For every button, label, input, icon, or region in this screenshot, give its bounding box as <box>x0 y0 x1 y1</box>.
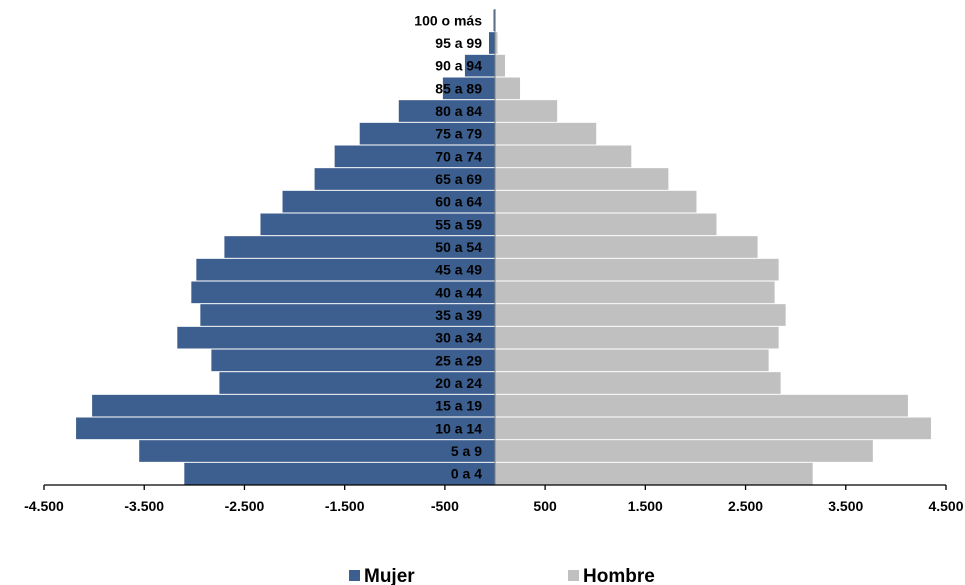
bar-hombre-10-a-14 <box>495 417 931 440</box>
bars-layer <box>76 9 931 485</box>
category-labels-layer: 0 a 4 5 a 9 10 a 14 15 a 19 20 a 24 25 a 29 30… <box>414 12 482 481</box>
legend-label-mujer: Mujer <box>364 566 415 585</box>
bar-mujer-60-a-64 <box>282 190 495 213</box>
category-label-25-a-29: 25 a 29 <box>435 352 482 368</box>
category-label-35-a-39: 35 a 39 <box>435 307 482 323</box>
bar-mujer-30-a-34 <box>177 326 496 349</box>
legend: Mujer Hombre <box>349 566 655 585</box>
x-tick-label: -4.500 <box>24 498 64 514</box>
x-tick-label: -3.500 <box>124 498 164 514</box>
bar-hombre-40-a-44 <box>495 281 775 304</box>
legend-swatch-hombre <box>568 570 579 581</box>
category-label-65-a-69: 65 a 69 <box>435 171 482 187</box>
bar-hombre-70-a-74 <box>495 145 632 168</box>
legend-item-mujer: Mujer <box>349 566 415 585</box>
bar-hombre-60-a-64 <box>495 190 697 213</box>
bar-mujer-5-a-9 <box>139 440 495 462</box>
legend-item-hombre: Hombre <box>568 566 655 585</box>
bar-hombre-80-a-84 <box>495 100 558 122</box>
x-tick-label: -1.500 <box>325 498 365 514</box>
bar-mujer-50-a-54 <box>224 236 495 258</box>
bar-mujer-55-a-59 <box>260 213 495 236</box>
category-label-40-a-44: 40 a 44 <box>435 284 482 300</box>
bar-mujer-10-a-14 <box>76 417 495 440</box>
category-label-85-a-89: 85 a 89 <box>435 80 482 96</box>
category-label-5-a-9: 5 a 9 <box>451 443 482 459</box>
category-label-15-a-19: 15 a 19 <box>435 398 482 414</box>
bar-hombre-50-a-54 <box>495 236 758 258</box>
bar-mujer-95-a-99 <box>488 32 495 54</box>
category-label-10-a-14: 10 a 14 <box>435 420 482 436</box>
x-axis: -4.500 -3.500 -2.500 -1.500 -500 500 1.500 2.50… <box>24 484 964 514</box>
bar-hombre-65-a-69 <box>495 168 669 190</box>
category-label-20-a-24: 20 a 24 <box>435 375 482 391</box>
x-tick-label: -500 <box>431 498 459 514</box>
bar-mujer-85-a-89 <box>442 77 495 100</box>
category-label-95-a-99: 95 a 99 <box>435 35 482 51</box>
bar-mujer-25-a-29 <box>211 349 495 372</box>
x-tick-label: 4.500 <box>928 498 963 514</box>
x-tick-label: 1.500 <box>628 498 663 514</box>
legend-label-hombre: Hombre <box>583 566 655 585</box>
bar-mujer-100-o-mas <box>493 9 495 32</box>
bar-hombre-5-a-9 <box>495 440 873 462</box>
category-label-55-a-59: 55 a 59 <box>435 216 482 232</box>
category-label-30-a-34: 30 a 34 <box>435 330 482 346</box>
x-tick-label: 500 <box>533 498 557 514</box>
category-label-50-a-54: 50 a 54 <box>435 239 482 255</box>
bar-hombre-20-a-24 <box>495 372 781 394</box>
bar-mujer-0-a-4 <box>184 462 495 485</box>
bar-hombre-90-a-94 <box>495 54 506 77</box>
bar-hombre-0-a-4 <box>495 462 813 485</box>
bar-mujer-45-a-49 <box>196 258 495 281</box>
bar-hombre-15-a-19 <box>495 394 908 417</box>
category-label-60-a-64: 60 a 64 <box>435 194 482 210</box>
bar-mujer-70-a-74 <box>334 145 495 168</box>
category-label-90-a-94: 90 a 94 <box>435 58 482 74</box>
bar-mujer-40-a-44 <box>191 281 495 304</box>
bar-mujer-65-a-69 <box>314 168 495 190</box>
bar-hombre-95-a-99 <box>495 32 498 54</box>
bar-mujer-20-a-24 <box>219 372 495 394</box>
bar-hombre-55-a-59 <box>495 213 717 236</box>
bar-mujer-80-a-84 <box>398 100 495 122</box>
category-label-45-a-49: 45 a 49 <box>435 262 482 278</box>
x-tick-label: 3.500 <box>828 498 863 514</box>
bar-hombre-25-a-29 <box>495 349 769 372</box>
bar-hombre-75-a-79 <box>495 122 597 145</box>
bar-hombre-85-a-89 <box>495 77 521 100</box>
bar-mujer-75-a-79 <box>359 122 495 145</box>
x-tick-label: -2.500 <box>225 498 265 514</box>
bar-mujer-15-a-19 <box>92 394 496 417</box>
legend-swatch-mujer <box>349 570 360 581</box>
x-tick-label: 2.500 <box>728 498 763 514</box>
category-label-100-o-mas: 100 o más <box>414 12 482 28</box>
category-label-75-a-79: 75 a 79 <box>435 126 482 142</box>
category-label-80-a-84: 80 a 84 <box>435 103 482 119</box>
bar-hombre-35-a-39 <box>495 304 786 326</box>
bar-mujer-90-a-94 <box>464 54 495 77</box>
bar-mujer-35-a-39 <box>200 304 495 326</box>
bar-hombre-30-a-34 <box>495 326 779 349</box>
bar-hombre-45-a-49 <box>495 258 779 281</box>
category-label-0-a-4: 0 a 4 <box>451 466 482 482</box>
category-label-70-a-74: 70 a 74 <box>435 148 482 164</box>
